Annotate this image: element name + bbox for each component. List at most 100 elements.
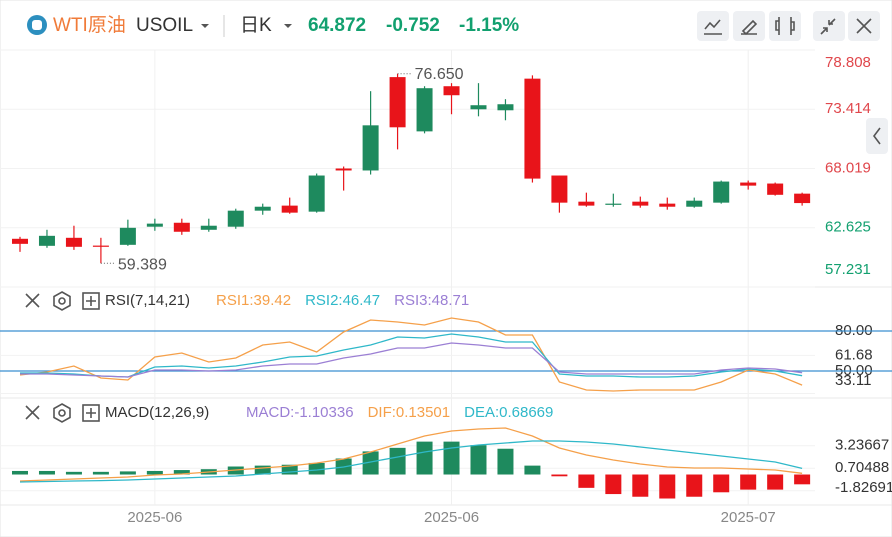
y-tick-label: 0.70488	[835, 459, 889, 476]
candle-body	[65, 237, 82, 247]
legend-entry: RSI1:39.42	[216, 292, 291, 309]
change: -0.752	[386, 15, 440, 36]
dropdown[interactable]	[284, 24, 292, 28]
histogram-bar	[254, 465, 271, 475]
y-tick-label: 57.231	[825, 261, 871, 278]
histogram-bar	[767, 474, 784, 490]
y-tick-label: 78.808	[825, 54, 871, 71]
histogram-bar	[92, 471, 109, 475]
settings-icon	[58, 409, 66, 417]
histogram-bar	[389, 447, 406, 475]
indicator-line	[20, 333, 803, 378]
add-icon[interactable]	[82, 292, 100, 310]
toolbar	[697, 11, 888, 154]
legend-entry: RSI2:46.47	[305, 292, 380, 309]
legend-entry: MACD:-1.10336	[246, 404, 354, 421]
y-tick-label: -1.82691	[835, 479, 892, 496]
candle-body	[713, 181, 730, 203]
histogram-bar	[632, 474, 649, 497]
candle-body	[443, 86, 460, 96]
histogram-bar	[551, 474, 568, 477]
icon	[741, 19, 758, 36]
candle-body	[578, 201, 595, 206]
macd-header	[25, 403, 100, 423]
histogram-bar	[12, 470, 28, 475]
add-icon	[86, 296, 96, 306]
x-tick-label: 2025-06	[127, 509, 182, 526]
remove-icon[interactable]	[25, 405, 40, 420]
candle-body	[767, 183, 784, 195]
histogram-bar	[524, 465, 541, 475]
histogram-bar	[497, 448, 514, 475]
candle-body	[281, 205, 298, 213]
symbol[interactable]: USOIL	[136, 15, 193, 36]
candle-body	[38, 235, 55, 246]
fullscreen-button[interactable]	[813, 11, 845, 41]
histogram-bar	[713, 474, 730, 493]
candle-body	[524, 78, 541, 179]
candle-body	[92, 245, 109, 247]
period[interactable]: 日K	[240, 15, 272, 36]
candle-body	[146, 223, 163, 227]
change-pct: -1.15%	[459, 15, 519, 36]
x-tick-label: 2025-06	[424, 509, 479, 526]
indicator-line	[19, 317, 803, 392]
indicator-line	[19, 427, 803, 482]
add-icon[interactable]	[82, 404, 100, 422]
histogram-bar	[659, 474, 676, 499]
candle-body	[254, 206, 271, 211]
icon	[775, 17, 795, 35]
candle-body	[740, 182, 757, 186]
legend-entry: RSI3:48.71	[394, 292, 469, 309]
histogram-bar	[416, 441, 433, 475]
candle-body	[497, 104, 514, 111]
candle-body	[200, 225, 217, 230]
icon	[820, 18, 836, 35]
y-tick-label: 62.625	[825, 219, 871, 236]
candle-body	[605, 203, 622, 205]
y-tick-label: 73.414	[825, 100, 871, 117]
candle-body	[119, 227, 136, 245]
y-tick-label: 33.11	[835, 372, 871, 389]
candle-body	[686, 200, 703, 207]
remove-icon[interactable]	[25, 293, 40, 308]
histogram-bar	[308, 462, 325, 475]
candle-body	[551, 175, 568, 203]
histogram-bar	[146, 470, 163, 475]
candle-body	[12, 238, 28, 244]
candle-body	[659, 203, 676, 207]
candle-body	[335, 168, 352, 171]
indicator-line	[20, 342, 803, 378]
legend-entry: DIF:0.13501	[368, 404, 451, 421]
annotation: 59.389	[118, 257, 167, 274]
histogram-bar	[173, 470, 190, 475]
histogram-bar	[794, 474, 811, 485]
histogram-bar	[740, 474, 757, 490]
histogram-bar	[119, 471, 136, 475]
candle-body	[470, 105, 487, 110]
price: 64.872	[308, 15, 366, 36]
candle-body	[362, 125, 379, 171]
chart-type-button[interactable]	[769, 11, 801, 41]
settings-icon[interactable]	[53, 403, 71, 423]
indicator-title: RSI(7,14,21)	[105, 292, 190, 309]
rsi-header	[25, 291, 100, 311]
symbol-cn[interactable]: WTI原油	[53, 14, 126, 36]
candle-body	[416, 88, 433, 132]
icon	[856, 18, 872, 34]
y-tick-label: 3.23667	[835, 437, 889, 454]
icon	[704, 19, 722, 35]
indicator-line	[19, 440, 803, 483]
settings-icon	[58, 297, 66, 305]
y-tick-label: 68.019	[825, 159, 871, 176]
histogram-bar	[686, 474, 703, 497]
add-icon	[86, 408, 96, 418]
dropdown[interactable]	[201, 24, 209, 28]
candle-body	[389, 77, 406, 128]
histogram-bar	[605, 474, 622, 495]
collapse-button[interactable]	[866, 118, 888, 154]
settings-icon[interactable]	[53, 291, 71, 311]
histogram-bar	[281, 464, 298, 475]
